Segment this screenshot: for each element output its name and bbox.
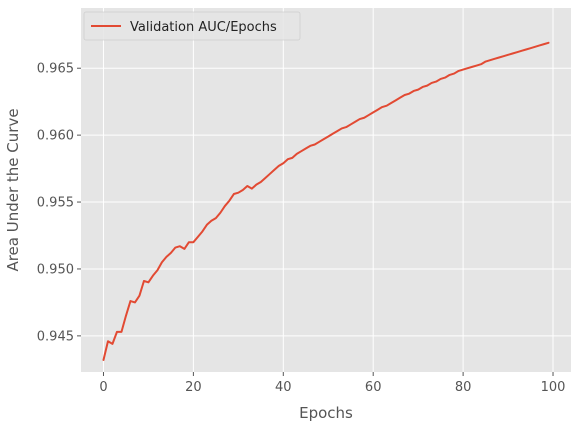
y-tick-label: 0.960 <box>37 129 74 144</box>
series-line-validation-auc <box>102 41 550 361</box>
y-tick-label: 0.965 <box>37 62 74 77</box>
x-tick-label: 80 <box>455 380 472 395</box>
x-tick-label: 0 <box>99 380 107 395</box>
x-axis-label: Epochs <box>299 404 353 422</box>
x-tick-label: 40 <box>275 380 292 395</box>
x-tick-label: 60 <box>365 380 382 395</box>
legend-label: Validation AUC/Epochs <box>130 20 277 35</box>
plot-area <box>81 8 571 372</box>
y-axis-label: Area Under the Curve <box>4 108 22 271</box>
y-tick-label: 0.955 <box>37 196 74 211</box>
x-tick-label: 100 <box>541 380 566 395</box>
legend: Validation AUC/Epochs <box>83 11 301 41</box>
axis-ticks: 0 20 40 60 80 100 0.945 0.950 0.955 0.960 0.965 <box>37 62 566 395</box>
grid-lines <box>81 8 571 372</box>
y-tick-label: 0.945 <box>37 329 74 344</box>
x-tick-label: 20 <box>185 380 202 395</box>
y-tick-label: 0.950 <box>37 262 74 277</box>
legend-box <box>83 11 301 41</box>
